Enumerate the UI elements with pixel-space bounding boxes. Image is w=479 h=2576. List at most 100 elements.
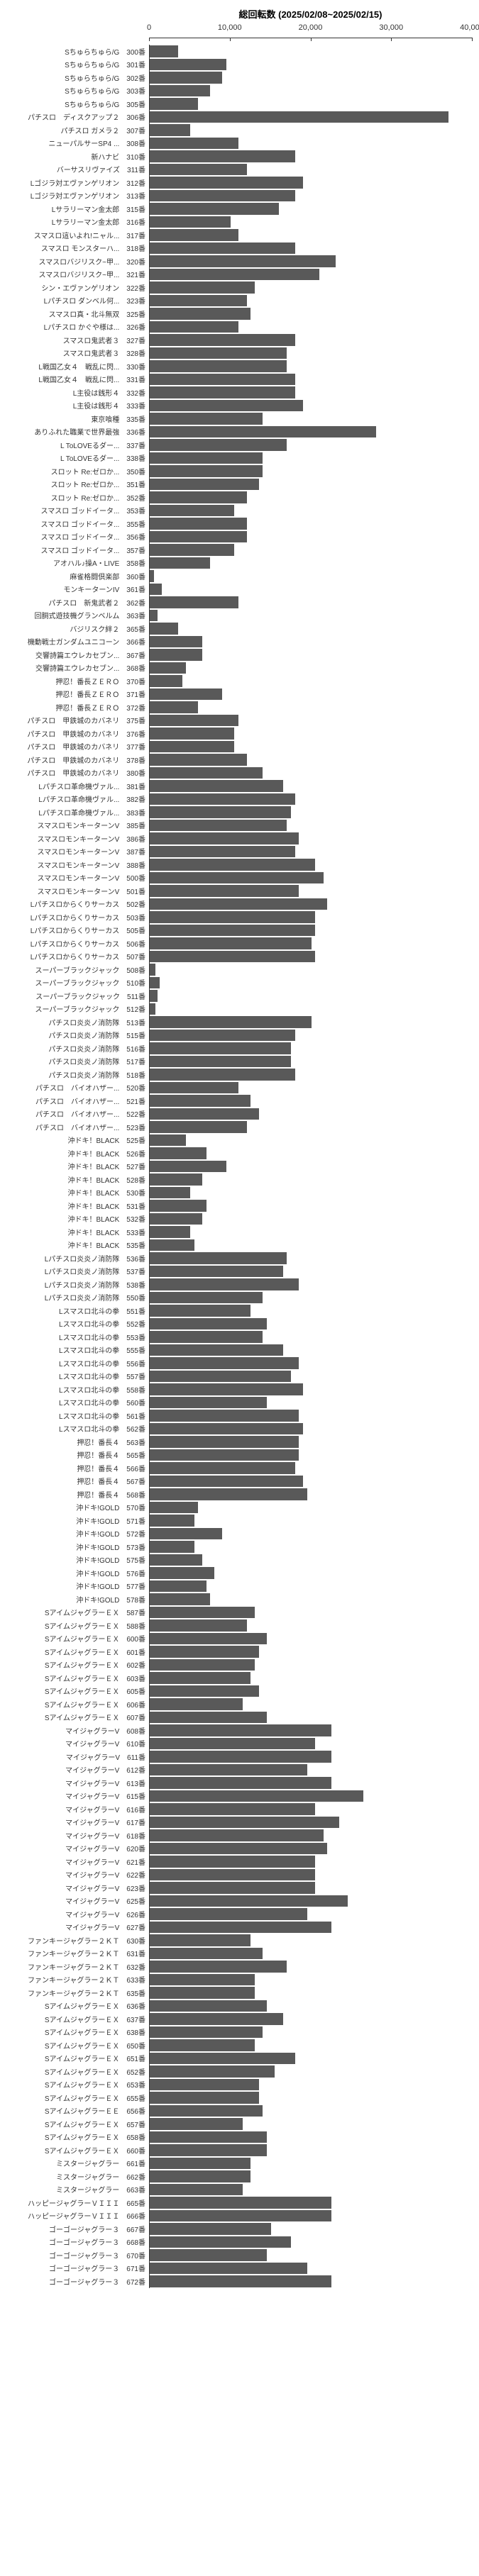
row-label: パチスロ バイオハザー... 520番 [7,1082,149,1093]
chart-row: パチスロ炎炎ノ消防隊 517番 [7,1055,472,1069]
row-label: マイジャグラーV 622番 [7,1869,149,1880]
bar [150,570,154,582]
bar [150,452,263,464]
bar [150,584,162,596]
bar [150,59,226,71]
chart-row: 沖ドキ!GOLD 578番 [7,1593,472,1606]
bar [150,2197,331,2209]
bar [150,610,158,622]
row-label: L戦国乙女４ 戦乱に閃... 330番 [7,361,149,372]
bar [150,505,234,517]
chart-row: スロット Re:ゼロか... 350番 [7,464,472,478]
row-label: マイジャグラーV 625番 [7,1895,149,1906]
row-label: Lパチスロ革命機ヴァル... 382番 [7,793,149,804]
bar [150,491,247,503]
chart-row: ミスタージャグラー 661番 [7,2157,472,2170]
row-label: パチスロ ディスクアップ２ 306番 [7,111,149,122]
chart-row: Lパチスロからくりサーカス 506番 [7,937,472,950]
row-label: 沖ドキ!GOLD 578番 [7,1594,149,1605]
row-label: パチスロ バイオハザー... 522番 [7,1108,149,1119]
row-label: ゴーゴージャグラー３ 667番 [7,2224,149,2234]
chart-row: Lパチスロ革命機ヴァル... 382番 [7,793,472,806]
bar [150,636,202,648]
chart-row: マイジャグラーV 620番 [7,1842,472,1856]
chart-row: Lパチスロからくりサーカス 505番 [7,924,472,937]
row-label: Sちゅらちゅら/G 305番 [7,99,149,109]
chart-row: マイジャグラーV 623番 [7,1881,472,1895]
chart-row: パチスロ 甲鉄城のカバネリ 380番 [7,766,472,780]
chart-row: スマスロモンキーターンV 500番 [7,871,472,885]
row-label: ミスタージャグラー 662番 [7,2171,149,2182]
chart-row: シン・エヴァンゲリオン 322番 [7,281,472,294]
chart-row: パチスロ バイオハザー... 520番 [7,1081,472,1095]
chart-row: スマスロモンキーターンV 501番 [7,884,472,898]
chart-row: SアイムジャグラーＥＸ 607番 [7,1711,472,1724]
row-label: マイジャグラーV 626番 [7,1909,149,1919]
row-label: スマスロ モンスターハ... 318番 [7,242,149,253]
row-label: スマスロバジリスク~甲... 321番 [7,269,149,279]
row-label: パチスロ 甲鉄城のカバネリ 378番 [7,754,149,765]
chart-row: 沖ドキ!GOLD 571番 [7,1514,472,1527]
row-label: 沖ドキ!GOLD 577番 [7,1580,149,1591]
row-label: 沖ドキ！BLACK 528番 [7,1174,149,1185]
chart-row: スマスロモンキーターンV 387番 [7,845,472,859]
chart-row: Lスマスロ北斗の拳 562番 [7,1422,472,1436]
bar [150,1567,214,1579]
row-label: Sちゅらちゅら/G 303番 [7,85,149,96]
chart-row: SアイムジャグラーＥＸ 601番 [7,1645,472,1658]
row-label: マイジャグラーV 620番 [7,1843,149,1853]
chart-row: Lパチスロ炎炎ノ消防隊 550番 [7,1291,472,1305]
chart-row: 東京喰種 335番 [7,412,472,425]
bar [150,1869,315,1881]
row-label: 押忍！番長４ 566番 [7,1463,149,1473]
chart-row: Lスマスロ北斗の拳 561番 [7,1409,472,1422]
row-label: 麻雀格闘倶楽部 360番 [7,571,149,581]
chart-row: 機動戦士ガンダムユニコーン 366番 [7,635,472,649]
chart-row: 沖ドキ！BLACK 533番 [7,1225,472,1239]
bar [150,1751,331,1763]
row-label: Lスマスロ北斗の拳 560番 [7,1397,149,1407]
chart-row: スマスロ鬼武者３ 328番 [7,347,472,360]
row-label: マイジャグラーV 621番 [7,1856,149,1867]
row-label: マイジャグラーV 616番 [7,1804,149,1814]
chart-row: パチスロ 甲鉄城のカバネリ 378番 [7,753,472,766]
row-label: スマスロモンキーターンV 501番 [7,886,149,896]
chart-row: Lスマスロ北斗の拳 551番 [7,1304,472,1317]
chart-row: 回胴式遊技機グランベルム 363番 [7,609,472,623]
row-label: 沖ドキ!GOLD 571番 [7,1515,149,1526]
chart-row: 沖ドキ!GOLD 576番 [7,1566,472,1580]
row-label: 押忍！番長ＺＥＲＯ 371番 [7,688,149,699]
row-label: SアイムジャグラーＥＸ 652番 [7,2066,149,2077]
row-label: ゴーゴージャグラー３ 671番 [7,2263,149,2273]
chart-row: 交響詩篇エウレカセブン... 368番 [7,662,472,675]
row-label: マイジャグラーV 627番 [7,1922,149,1932]
row-label: スロット Re:ゼロか... 352番 [7,492,149,503]
row-label: Lパチスロ ダンベル何... 323番 [7,295,149,306]
row-label: SアイムジャグラーＥＸ 588番 [7,1620,149,1631]
bar [150,925,315,937]
row-label: SアイムジャグラーＥＸ 658番 [7,2131,149,2142]
row-label: Lゴジラ対エヴァンゲリオン 312番 [7,177,149,188]
bar [150,1042,291,1054]
row-label: パチスロ 甲鉄城のカバネリ 376番 [7,728,149,739]
row-label: スマスロモンキーターンV 500番 [7,872,149,883]
chart-row: 交響詩篇エウレカセブン... 367番 [7,648,472,662]
chart-row: Lパチスロ炎炎ノ消防隊 537番 [7,1265,472,1278]
chart-row: パチスロ 新鬼武者２ 362番 [7,596,472,609]
row-label: パチスロ炎炎ノ消防隊 513番 [7,1017,149,1027]
row-label: スマスロ鬼武者３ 327番 [7,335,149,345]
bar [150,164,247,176]
row-label: L戦国乙女４ 戦乱に閃... 331番 [7,374,149,384]
chart-row: SアイムジャグラーＥＸ 652番 [7,2065,472,2078]
bar [150,1607,255,1619]
row-label: 沖ドキ!GOLD 572番 [7,1528,149,1539]
chart-row: マイジャグラーV 610番 [7,1737,472,1751]
chart-row: Lスマスロ北斗の拳 552番 [7,1317,472,1331]
row-label: 沖ドキ！BLACK 532番 [7,1213,149,1224]
bar [150,85,210,97]
chart-row: 沖ドキ!GOLD 575番 [7,1554,472,1567]
row-label: ハッピージャグラーＶＩＩＩ 666番 [7,2210,149,2221]
row-label: スーパーブラックジャック 510番 [7,977,149,988]
bar [150,1147,207,1159]
bar [150,2184,243,2196]
